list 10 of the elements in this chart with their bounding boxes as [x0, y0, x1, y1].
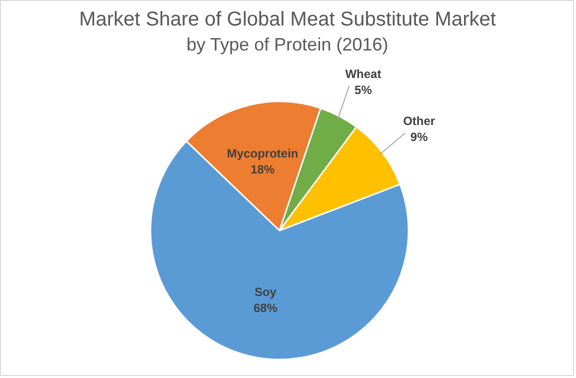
data-label: 5% — [354, 82, 372, 97]
data-label: 9% — [410, 130, 428, 144]
slice-label: Mycoprotein — [226, 146, 298, 161]
chart-subtitle: by Type of Protein (2016) — [186, 34, 388, 54]
chart-title: Market Share of Global Meat Substitute Market — [79, 8, 496, 30]
data-label: 68% — [253, 301, 278, 316]
slice-label: Soy — [254, 285, 277, 300]
slice-label: Other — [403, 114, 436, 128]
data-label: 18% — [250, 162, 275, 177]
slice-label: Wheat — [345, 66, 382, 81]
